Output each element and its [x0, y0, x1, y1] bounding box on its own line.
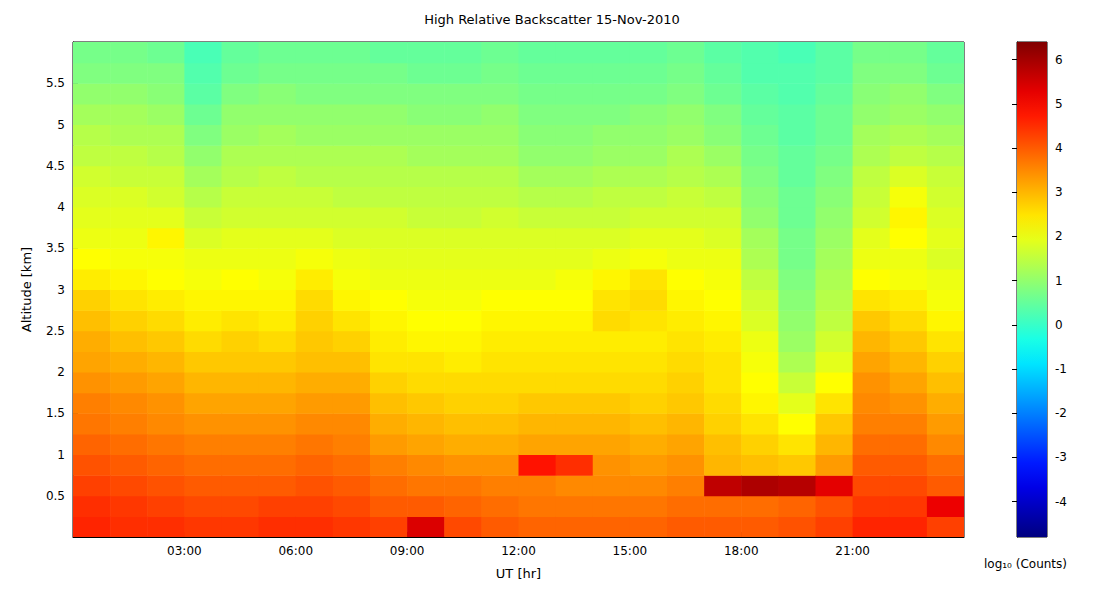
svg-text:0: 0: [1055, 318, 1063, 332]
svg-text:0.5: 0.5: [46, 489, 65, 503]
svg-text:4: 4: [1055, 141, 1063, 155]
svg-text:06:00: 06:00: [278, 544, 313, 558]
svg-text:4: 4: [57, 200, 65, 214]
svg-text:18:00: 18:00: [724, 544, 759, 558]
svg-text:log₁₀ (Counts): log₁₀ (Counts): [984, 557, 1067, 571]
svg-text:6: 6: [1055, 53, 1063, 67]
svg-text:4.5: 4.5: [46, 159, 65, 173]
svg-text:-1: -1: [1055, 362, 1067, 376]
svg-text:15:00: 15:00: [613, 544, 648, 558]
svg-text:1: 1: [1055, 274, 1063, 288]
svg-text:21:00: 21:00: [835, 544, 870, 558]
svg-text:1.5: 1.5: [46, 406, 65, 420]
svg-text:UT [hr]: UT [hr]: [496, 566, 541, 581]
svg-text:High Relative Backscatter 15-N: High Relative Backscatter 15-Nov-2010: [424, 12, 680, 27]
svg-text:2: 2: [1055, 229, 1063, 243]
svg-text:2.5: 2.5: [46, 324, 65, 338]
svg-text:5.5: 5.5: [46, 76, 65, 90]
svg-text:3: 3: [57, 283, 65, 297]
svg-text:03:00: 03:00: [167, 544, 202, 558]
svg-text:2: 2: [57, 365, 65, 379]
svg-text:5: 5: [57, 118, 65, 132]
svg-text:5: 5: [1055, 97, 1063, 111]
svg-text:Altitude [km]: Altitude [km]: [19, 247, 34, 332]
svg-text:-4: -4: [1055, 495, 1067, 509]
svg-text:3: 3: [1055, 185, 1063, 199]
svg-text:1: 1: [57, 448, 65, 462]
svg-text:12:00: 12:00: [501, 544, 536, 558]
svg-text:-3: -3: [1055, 450, 1067, 464]
svg-text:3.5: 3.5: [46, 241, 65, 255]
svg-text:09:00: 09:00: [390, 544, 425, 558]
svg-text:-2: -2: [1055, 406, 1067, 420]
